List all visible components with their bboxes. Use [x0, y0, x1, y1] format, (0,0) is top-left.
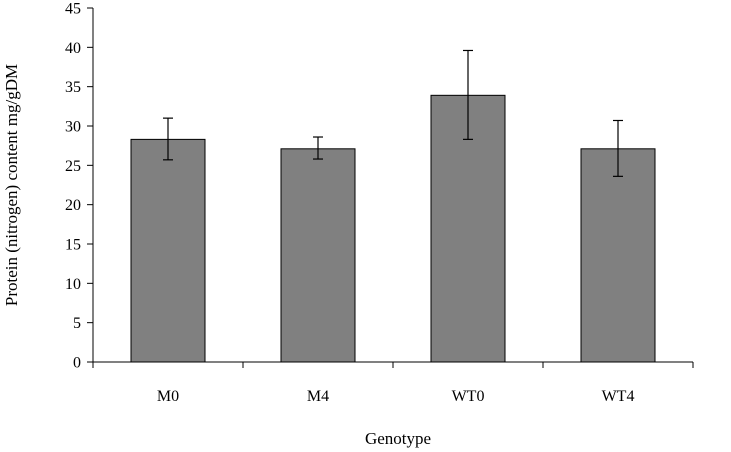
y-tick-group: 0 5 10 15 20 25 30 35 40 45 [65, 1, 93, 372]
y-tick-label: 25 [65, 158, 81, 175]
error-bar-group [163, 49, 623, 177]
bar-wt4 [580, 148, 656, 363]
x-tick-label: M0 [157, 388, 179, 405]
x-tick-group: M0 M4 WT0 WT4 [92, 362, 694, 405]
y-axis: 0 5 10 15 20 25 30 35 40 45 [65, 1, 94, 372]
y-tick-label: 20 [65, 197, 81, 214]
y-tick-label: 35 [65, 79, 81, 96]
y-tick-label: 45 [65, 1, 81, 18]
x-tick-label: M4 [307, 388, 329, 405]
bar-m4 [280, 148, 356, 363]
y-tick-label: 15 [65, 237, 81, 254]
bar-m0 [130, 138, 206, 363]
x-axis: M0 M4 WT0 WT4 [92, 361, 694, 405]
x-axis-title: Genotype [365, 429, 431, 448]
y-tick-label: 40 [65, 40, 81, 57]
y-tick-label: 0 [73, 355, 81, 372]
bar-series [130, 94, 656, 363]
y-tick-label: 5 [73, 315, 81, 332]
y-tick-label: 30 [65, 119, 81, 136]
y-axis-title: Protein (nitrogen) content mg/gDM [2, 64, 21, 306]
y-tick-label: 10 [65, 276, 81, 293]
x-tick-label: WT4 [602, 388, 635, 405]
x-tick-label: WT0 [452, 388, 485, 405]
